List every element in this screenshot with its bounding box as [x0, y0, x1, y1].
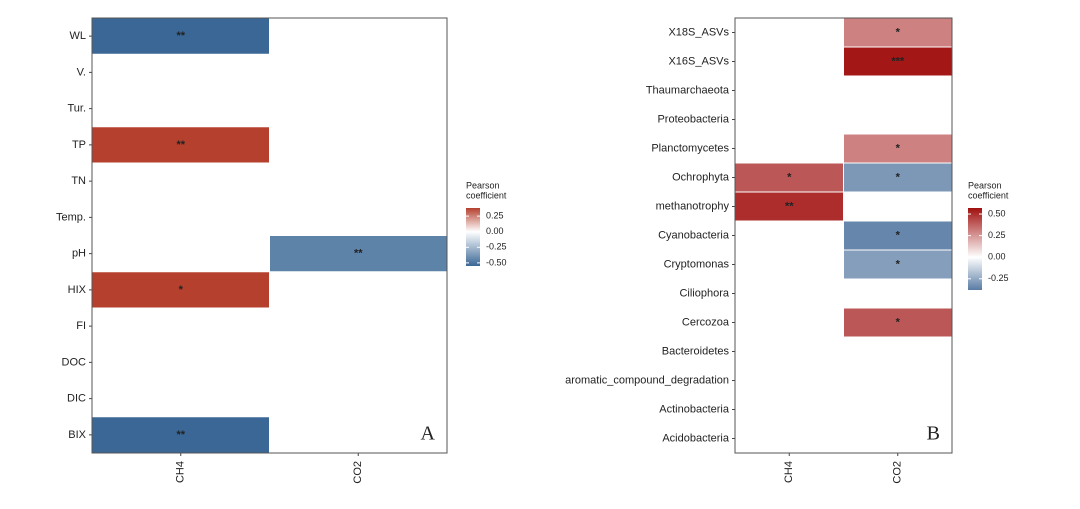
colorbar-tick-label: 0.00 — [988, 252, 1006, 262]
heatmap-cell — [843, 249, 953, 280]
significance-label: ** — [785, 200, 794, 212]
significance-label: ** — [176, 139, 185, 151]
y-tick-label: X16S_ASVs — [668, 55, 729, 67]
y-tick-label: aromatic_compound_degradation — [565, 374, 729, 386]
colorbar-tick-label: 0.50 — [988, 208, 1006, 218]
significance-label: ** — [176, 429, 185, 441]
colorbar-tick-label: 0.00 — [486, 226, 504, 236]
y-tick-label: X18S_ASVs — [668, 26, 729, 38]
legend-title: Pearson — [968, 180, 1002, 190]
y-tick-label: V. — [77, 66, 86, 78]
x-tick-label: CO2 — [352, 461, 364, 484]
y-tick-label: Thaumarchaeota — [646, 84, 730, 96]
significance-label: * — [896, 316, 901, 328]
y-tick-label: Proteobacteria — [657, 113, 729, 125]
heatmap-cell — [843, 46, 953, 77]
heatmap-cell — [269, 235, 448, 273]
heatmap-cell — [91, 126, 270, 164]
heatmap-cell — [843, 133, 953, 164]
y-tick-label: Tur. — [67, 103, 86, 115]
significance-label: ** — [176, 30, 185, 42]
significance-label: * — [896, 26, 901, 38]
x-tick-label: CH4 — [175, 461, 187, 483]
y-tick-label: Cercozoa — [682, 316, 730, 328]
colorbar-tick-label: -0.50 — [486, 257, 507, 267]
y-tick-label: methanotrophy — [656, 200, 730, 212]
legend-title: coefficient — [466, 190, 507, 200]
legend-title: Pearson — [466, 180, 500, 190]
y-tick-label: DOC — [62, 356, 87, 368]
y-tick-label: TN — [71, 175, 86, 187]
y-tick-label: Actinobacteria — [659, 403, 730, 415]
y-tick-label: BIX — [68, 429, 86, 441]
x-tick-label: CH4 — [783, 461, 795, 483]
y-tick-label: Temp. — [56, 211, 86, 223]
y-tick-label: HIX — [68, 284, 87, 296]
significance-label: * — [896, 142, 901, 154]
y-tick-label: DIC — [67, 393, 86, 405]
heatmap-cell — [91, 17, 270, 55]
y-tick-label: Bacteroidetes — [662, 345, 730, 357]
y-tick-label: TP — [72, 139, 86, 151]
panel-label: B — [927, 423, 940, 445]
colorbar-tick-label: -0.25 — [988, 273, 1009, 283]
heatmap-cell — [843, 307, 953, 338]
significance-label: * — [896, 171, 901, 183]
x-tick-label: CO2 — [892, 461, 904, 484]
y-tick-label: Cryptomonas — [664, 258, 730, 270]
significance-label: * — [896, 258, 901, 270]
panel-label: A — [421, 423, 436, 445]
colorbar — [968, 208, 982, 290]
colorbar-tick-label: 0.25 — [988, 230, 1006, 240]
colorbar-tick-label: 0.25 — [486, 210, 504, 220]
heatmap-cell — [91, 271, 270, 309]
plot-border — [734, 17, 953, 454]
heatmap-cell — [843, 162, 953, 193]
plot-border — [91, 17, 448, 454]
colorbar-tick-label: -0.25 — [486, 242, 507, 252]
heatmap-cell — [843, 220, 953, 251]
y-tick-label: Cyanobacteria — [658, 229, 730, 241]
y-tick-label: Ciliophora — [679, 287, 729, 299]
y-tick-label: Planctomycetes — [651, 142, 729, 154]
significance-label: ** — [354, 248, 363, 260]
y-tick-label: WL — [70, 30, 87, 42]
y-tick-label: Ochrophyta — [672, 171, 730, 183]
significance-label: * — [179, 284, 184, 296]
significance-label: * — [896, 229, 901, 241]
legend-title: coefficient — [968, 190, 1009, 200]
colorbar — [466, 208, 480, 266]
significance-label: * — [787, 171, 792, 183]
y-tick-label: Acidobacteria — [662, 432, 730, 444]
significance-label: *** — [891, 55, 905, 67]
y-tick-label: pH — [72, 248, 86, 260]
y-tick-label: FI — [76, 320, 86, 332]
